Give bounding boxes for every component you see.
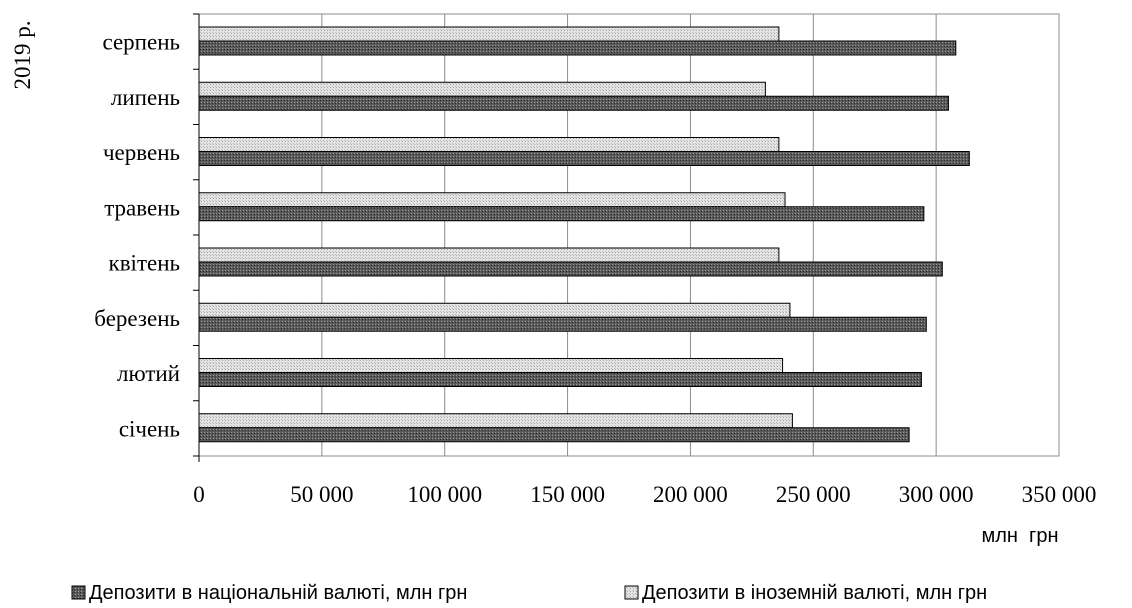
bar-foreign-currency-6 [198, 137, 780, 152]
category-label: січень [119, 416, 180, 441]
x-axis-label: млн грн [981, 525, 1058, 547]
category-label: червень [103, 140, 180, 165]
category-label: квітень [109, 251, 180, 276]
bar-foreign-currency-5 [198, 192, 786, 208]
year-label: 2019 р. [10, 21, 35, 90]
x-tick-label: 50 000 [290, 482, 353, 507]
category-label: липень [111, 85, 180, 110]
category-label: лютий [117, 361, 180, 386]
bar-foreign-currency-7 [198, 81, 766, 97]
bar-national-currency-2 [198, 372, 922, 387]
legend-label-foreign: Депозити в іноземній валюті, млн грн [642, 582, 987, 604]
legend-label-national: Депозити в національній валюті, млн грн [89, 582, 467, 604]
bar-foreign-currency-3 [198, 302, 791, 318]
bar-national-currency-1 [198, 427, 910, 443]
category-label: серпень [102, 30, 180, 55]
legend-swatch-foreign [624, 585, 639, 600]
bar-national-currency-7 [198, 95, 949, 111]
bar-foreign-currency-8 [198, 26, 780, 42]
bar-foreign-currency-4 [198, 247, 780, 263]
bar-foreign-currency-1 [198, 413, 793, 429]
x-tick-label: 300 000 [899, 482, 974, 507]
category-label: березень [94, 306, 180, 331]
bar-national-currency-4 [198, 261, 943, 277]
x-tick-label: 200 000 [653, 482, 728, 507]
x-tick-label: 100 000 [407, 482, 482, 507]
bar-national-currency-6 [198, 151, 970, 166]
bar-national-currency-5 [198, 206, 925, 222]
plot-area-frame [198, 13, 1060, 457]
legend-swatch-national [71, 585, 86, 600]
x-tick-label: 0 [193, 482, 205, 507]
x-tick-label: 350 000 [1022, 482, 1097, 507]
category-label: травень [104, 195, 180, 220]
legend: Депозити в національній валюті, млн грн Д… [71, 582, 987, 604]
bar-national-currency-8 [198, 40, 957, 56]
bar-foreign-currency-2 [198, 358, 784, 373]
bar-national-currency-3 [198, 316, 927, 332]
x-tick-label: 250 000 [776, 482, 851, 507]
x-tick-label: 150 000 [530, 482, 605, 507]
